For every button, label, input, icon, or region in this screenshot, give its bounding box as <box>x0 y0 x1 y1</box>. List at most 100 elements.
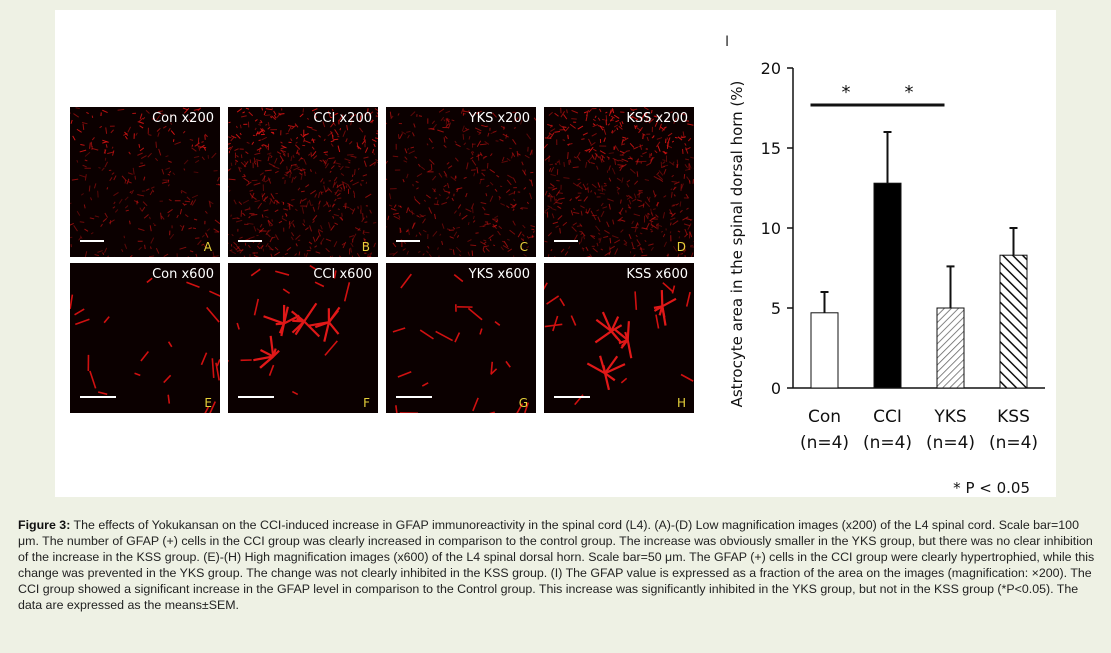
stain-fleck <box>687 137 692 142</box>
micrograph-panel-c: YKS x200 C <box>386 107 536 257</box>
stain-fleck <box>263 196 269 202</box>
stain-fleck <box>470 203 475 209</box>
stain-fleck <box>658 224 663 228</box>
stain-fleck <box>646 163 651 166</box>
stain-fleck <box>581 247 585 250</box>
stain-fleck <box>332 215 335 219</box>
stain-fleck <box>308 153 311 156</box>
stain-fleck <box>351 255 354 257</box>
stain-fleck <box>680 113 686 115</box>
stain-fleck <box>584 188 588 190</box>
stain-fleck <box>592 247 598 253</box>
stain-fleck <box>498 195 502 199</box>
stain-fleck <box>686 218 692 221</box>
stain-fleck <box>449 236 454 239</box>
stain-fleck <box>261 136 268 141</box>
stain-fleck <box>98 166 101 169</box>
stain-fleck <box>483 245 490 248</box>
stain-fleck <box>639 117 643 122</box>
stain-fleck <box>312 220 316 224</box>
stain-fleck <box>671 181 677 183</box>
stain-fleck <box>685 158 690 161</box>
stain-fleck <box>466 162 469 170</box>
stain-fleck <box>276 151 282 155</box>
stain-fleck <box>194 159 200 164</box>
stain-fleck <box>201 141 204 143</box>
stain-fleck <box>480 241 487 246</box>
panel-letter: C <box>519 240 528 254</box>
process-strand <box>324 340 338 356</box>
stain-fleck <box>392 212 399 215</box>
stain-fleck <box>140 155 147 160</box>
stain-fleck <box>470 156 474 160</box>
stain-fleck <box>466 147 470 151</box>
stain-fleck <box>346 124 349 131</box>
stain-fleck <box>299 199 302 204</box>
stain-fleck <box>565 126 570 132</box>
process-strand <box>397 370 412 378</box>
stain-fleck <box>229 249 233 252</box>
astrocyte-arm <box>290 310 305 323</box>
process-strand <box>479 328 483 335</box>
stain-fleck <box>596 242 599 247</box>
stain-fleck <box>320 178 324 183</box>
stain-fleck <box>533 117 536 121</box>
stain-fleck <box>428 207 433 214</box>
stain-fleck <box>482 206 486 211</box>
stain-fleck <box>508 192 514 196</box>
stain-fleck <box>661 165 666 168</box>
stain-fleck <box>165 155 169 158</box>
stain-fleck <box>510 153 514 159</box>
stain-fleck <box>327 131 333 137</box>
stain-fleck <box>308 241 313 245</box>
stain-fleck <box>191 199 197 206</box>
process-strand <box>204 406 210 413</box>
process-strand <box>216 359 220 367</box>
stain-fleck <box>614 158 617 165</box>
process-strand <box>74 308 85 316</box>
stain-fleck <box>431 120 436 125</box>
stain-fleck <box>446 196 450 200</box>
stain-fleck <box>573 234 578 241</box>
stain-fleck <box>147 152 152 158</box>
stain-fleck <box>642 151 647 155</box>
stain-fleck <box>585 255 591 257</box>
process-strand <box>314 281 325 288</box>
stain-fleck <box>301 206 305 214</box>
stain-fleck <box>274 209 279 213</box>
stain-fleck <box>521 161 524 166</box>
stain-fleck <box>668 161 675 166</box>
scale-bar <box>238 240 262 242</box>
stain-fleck <box>331 255 333 257</box>
stain-fleck <box>301 198 307 202</box>
bar-yks <box>936 307 965 389</box>
stain-fleck <box>338 255 342 257</box>
stain-fleck <box>442 188 446 193</box>
stain-fleck <box>428 138 433 143</box>
stain-fleck <box>189 138 194 141</box>
stain-fleck <box>585 208 588 214</box>
stain-fleck <box>364 147 369 153</box>
stain-fleck <box>260 119 263 123</box>
astrocyte-arm <box>594 330 612 344</box>
stain-fleck <box>135 132 138 136</box>
stain-fleck <box>608 165 611 171</box>
stain-fleck <box>573 156 578 159</box>
stain-fleck <box>258 147 261 153</box>
panel-label: Con x600 <box>152 267 214 282</box>
stain-fleck <box>196 144 202 148</box>
stain-fleck <box>624 242 627 245</box>
stain-fleck <box>436 200 439 205</box>
stain-fleck <box>573 208 576 210</box>
stain-fleck <box>280 149 287 153</box>
stain-fleck <box>180 189 187 194</box>
stain-fleck <box>94 254 100 257</box>
stain-fleck <box>550 132 555 138</box>
astrocyte-arm <box>291 320 305 334</box>
stain-fleck <box>253 161 257 165</box>
stain-fleck <box>584 211 589 214</box>
stain-fleck <box>524 154 530 159</box>
stain-fleck <box>557 215 563 221</box>
stain-fleck <box>127 181 132 184</box>
stain-fleck <box>447 182 450 189</box>
